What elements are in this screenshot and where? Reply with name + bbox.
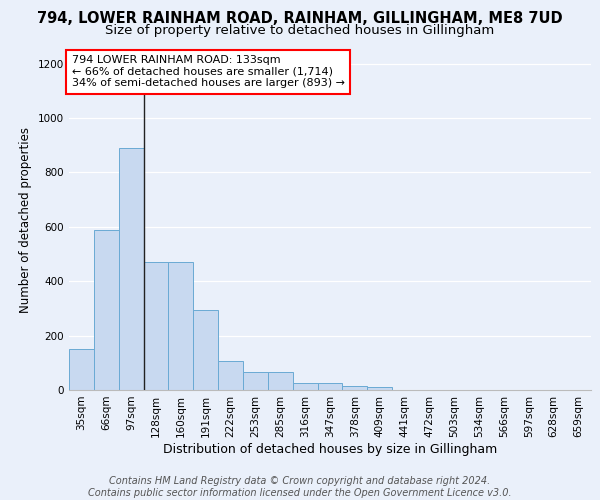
Bar: [169, 262, 193, 390]
Bar: [243, 372, 268, 390]
Bar: [69, 349, 94, 390]
Bar: [268, 372, 293, 390]
Bar: [343, 386, 367, 390]
Bar: [94, 230, 119, 390]
Bar: [367, 388, 392, 390]
Text: 794, LOWER RAINHAM ROAD, RAINHAM, GILLINGHAM, ME8 7UD: 794, LOWER RAINHAM ROAD, RAINHAM, GILLIN…: [37, 11, 563, 26]
Bar: [193, 310, 218, 390]
Bar: [317, 383, 343, 390]
X-axis label: Distribution of detached houses by size in Gillingham: Distribution of detached houses by size …: [163, 442, 497, 456]
Y-axis label: Number of detached properties: Number of detached properties: [19, 127, 32, 313]
Bar: [119, 148, 143, 390]
Bar: [293, 383, 317, 390]
Text: Contains HM Land Registry data © Crown copyright and database right 2024.
Contai: Contains HM Land Registry data © Crown c…: [88, 476, 512, 498]
Bar: [143, 262, 169, 390]
Bar: [218, 362, 243, 390]
Text: 794 LOWER RAINHAM ROAD: 133sqm
← 66% of detached houses are smaller (1,714)
34% : 794 LOWER RAINHAM ROAD: 133sqm ← 66% of …: [71, 55, 344, 88]
Text: Size of property relative to detached houses in Gillingham: Size of property relative to detached ho…: [106, 24, 494, 37]
